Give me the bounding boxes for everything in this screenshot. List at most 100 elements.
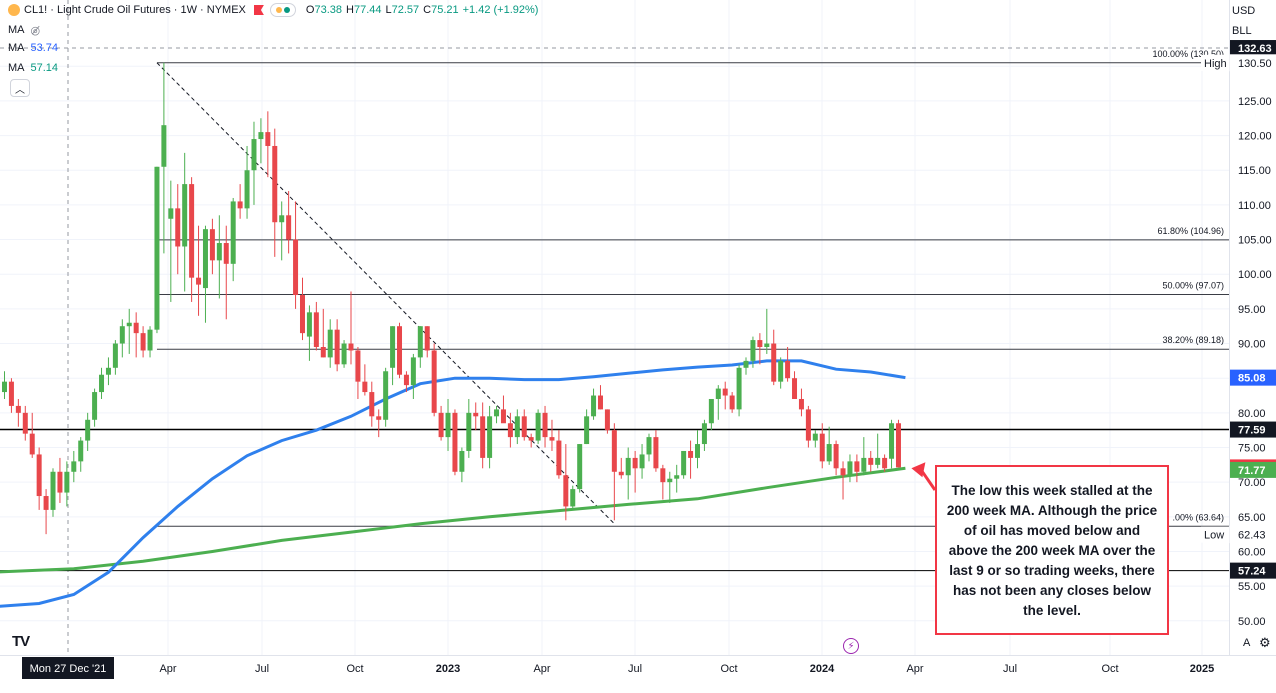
- candle: [632, 450, 638, 493]
- time-tick-label: 2025: [1190, 663, 1214, 675]
- candle: [542, 405, 548, 448]
- price-badge: [1230, 369, 1276, 386]
- candle-body: [514, 416, 520, 438]
- ma-row-200[interactable]: MA 57.14: [8, 59, 58, 77]
- candle: [736, 364, 742, 417]
- candle-body: [154, 166, 160, 330]
- ma-row-50[interactable]: MA 53.74: [8, 39, 58, 57]
- candle-body: [889, 423, 895, 459]
- time-tick-label: Apr: [159, 663, 176, 675]
- candle: [674, 464, 680, 493]
- fibonacci-levels: 100.00% (130.50) 61.80% (104.96) 50.00% (9…: [156, 49, 1229, 527]
- close-value: 75.21: [431, 4, 459, 16]
- candle-body: [36, 454, 42, 497]
- candle-body: [625, 457, 631, 476]
- candle-body: [355, 350, 361, 382]
- eye-slash-icon[interactable]: ◎̸: [30, 24, 41, 37]
- candle-body: [521, 416, 527, 438]
- candle-body: [591, 395, 597, 417]
- candle: [895, 419, 901, 468]
- candle: [798, 388, 804, 417]
- candle-body: [383, 371, 389, 420]
- candle-body: [341, 343, 347, 365]
- candle-body: [50, 471, 56, 510]
- ma-200-line: [0, 466, 906, 574]
- price-badge: [1230, 562, 1276, 579]
- tradingview-logo[interactable]: TV: [12, 633, 30, 650]
- symbol-title[interactable]: CL1! · Light Crude Oil Futures · 1W · NY…: [24, 4, 246, 16]
- candle: [147, 326, 153, 358]
- candle: [729, 392, 735, 413]
- candle-body: [85, 419, 91, 441]
- candle-body: [244, 170, 250, 209]
- candle: [889, 419, 895, 469]
- candle-body: [715, 388, 721, 399]
- candle-body: [140, 333, 146, 351]
- candle-body: [570, 489, 576, 507]
- candle: [362, 364, 368, 396]
- open-label: O: [305, 4, 315, 16]
- marker-badge: [1201, 54, 1229, 71]
- price-badge: [1229, 54, 1276, 72]
- gear-icon[interactable]: ⚙: [1259, 635, 1271, 650]
- candle-body: [403, 374, 409, 386]
- fib-level-label: 50.00% (97.07): [1162, 281, 1224, 291]
- candle-body: [695, 444, 700, 458]
- candle: [334, 319, 340, 372]
- candle: [570, 485, 576, 510]
- candle-body: [778, 360, 784, 382]
- candle-body: [8, 381, 14, 406]
- candle-body: [92, 392, 98, 420]
- candle-body: [327, 329, 333, 358]
- candle: [688, 440, 694, 479]
- price-tick-label: 105.00: [1238, 235, 1272, 247]
- candle-body: [660, 468, 666, 483]
- candle: [216, 215, 222, 299]
- candle: [618, 457, 624, 479]
- candle: [868, 450, 874, 472]
- candle: [833, 440, 839, 476]
- candle: [119, 319, 125, 358]
- candle-body: [334, 329, 340, 365]
- currency-label[interactable]: USD: [1232, 5, 1256, 17]
- candle-body: [528, 437, 534, 441]
- bolt-icon[interactable]: ⚡: [843, 638, 859, 654]
- candle-body: [646, 437, 652, 455]
- candle-body: [286, 215, 292, 240]
- annotation-callout: The low this week stalled at the 200 wee…: [935, 465, 1169, 635]
- candle-body: [722, 388, 728, 396]
- candle: [64, 461, 70, 507]
- time-tick-label: Jul: [1003, 663, 1017, 675]
- candle-body: [542, 412, 548, 438]
- collapse-legend-button[interactable]: ︿: [10, 79, 30, 97]
- candle-body: [251, 139, 257, 171]
- candle: [521, 409, 527, 441]
- candle-body: [618, 471, 624, 476]
- flag-icon[interactable]: [253, 5, 264, 15]
- price-tick-label: 75.00: [1238, 443, 1266, 455]
- candle: [695, 430, 700, 469]
- candle: [764, 308, 770, 354]
- market-status-icon[interactable]: [269, 3, 296, 17]
- candle: [500, 395, 506, 424]
- candle: [71, 450, 77, 483]
- auto-scale-button[interactable]: A: [1243, 637, 1251, 649]
- candle: [161, 62, 167, 254]
- ma-50-line: [0, 359, 906, 608]
- price-badge-label: 130.50: [1238, 58, 1272, 70]
- candle-body: [494, 409, 500, 417]
- candle: [611, 423, 617, 521]
- candle-body: [119, 326, 125, 344]
- unit-label[interactable]: BLL: [1232, 25, 1252, 37]
- fib-level-label: 38.20% (89.18): [1162, 335, 1224, 345]
- candle: [667, 471, 673, 503]
- symbol-row[interactable]: CL1! · Light Crude Oil Futures · 1W · NY…: [8, 1, 538, 19]
- candle: [882, 454, 888, 472]
- ma-row-hidden[interactable]: MA ◎̸: [8, 21, 40, 39]
- price-tick-label: 80.00: [1238, 408, 1266, 420]
- candles: [2, 62, 901, 535]
- candle-body: [736, 367, 742, 410]
- price-tick-label: 60.00: [1238, 546, 1266, 558]
- candle-body: [681, 450, 687, 476]
